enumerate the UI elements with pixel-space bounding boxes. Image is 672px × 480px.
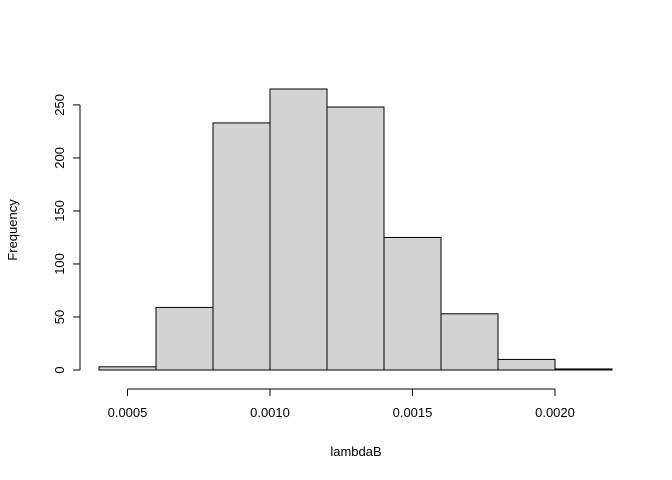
x-tick-label-4: 0.0020 <box>535 405 575 420</box>
y-tick-label-4: 150 <box>52 200 67 222</box>
y-tick-label-6: 250 <box>52 94 67 116</box>
histogram-bars <box>98 88 613 371</box>
y-tick-label-1: 0 <box>52 366 67 373</box>
y-tick-label-3: 100 <box>52 253 67 275</box>
histogram-bar-8 <box>497 358 556 371</box>
histogram-bar-9 <box>554 368 613 371</box>
x-tick-label-2: 0.0010 <box>250 405 290 420</box>
y-axis-title: Frequency <box>5 199 20 261</box>
x-axis-title: lambdaB <box>330 444 381 459</box>
x-axis: 0.0005 0.0010 0.0015 0.0020 <box>108 388 575 420</box>
x-tick-label-3: 0.0015 <box>393 405 433 420</box>
y-tick-label-2: 50 <box>52 310 67 324</box>
y-axis: 0 50 100 150 200 250 <box>52 94 81 374</box>
y-tick-label-5: 200 <box>52 147 67 169</box>
histogram-bar-5 <box>326 106 385 371</box>
histogram-bar-6 <box>383 236 442 371</box>
histogram-bar-3 <box>212 122 271 371</box>
x-tick-label-1: 0.0005 <box>108 405 148 420</box>
histogram-bar-4 <box>269 88 328 371</box>
histogram-bar-2 <box>155 306 214 371</box>
histogram-bar-7 <box>440 313 499 371</box>
histogram-bar-1 <box>98 366 157 371</box>
